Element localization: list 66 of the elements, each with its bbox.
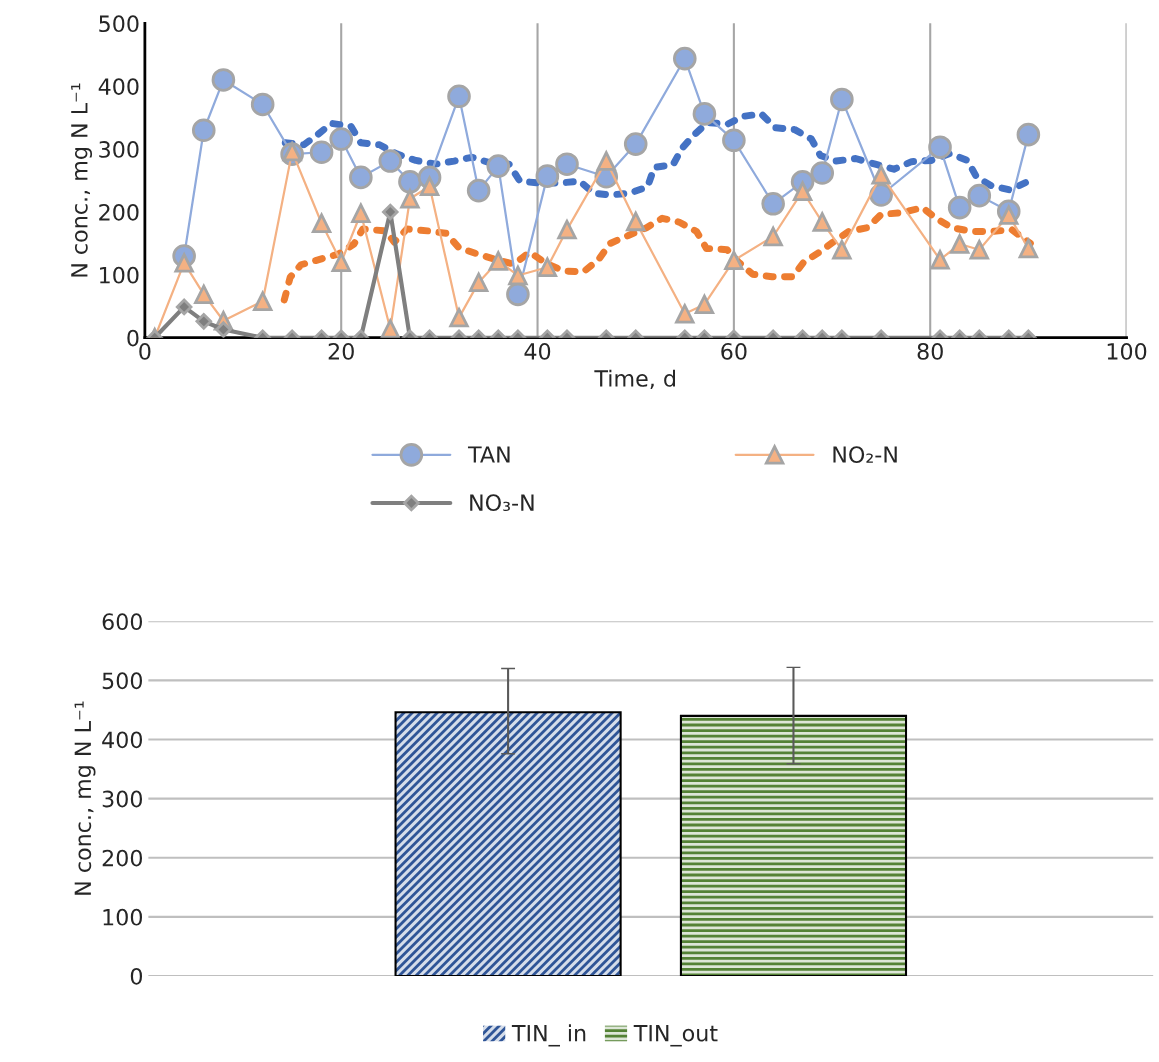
legend-label: TAN [467, 446, 510, 463]
point [999, 205, 1019, 225]
y-tick-label: 500 [102, 672, 143, 690]
point [331, 252, 351, 272]
point [419, 176, 440, 196]
y-tick-label: 0 [127, 329, 139, 347]
x-tick-label: 20 [328, 342, 354, 360]
point [398, 169, 422, 194]
y-tick-label: 300 [102, 790, 143, 808]
point [949, 234, 970, 254]
point [486, 154, 511, 178]
point [763, 226, 783, 247]
y-tick-label: 100 [100, 266, 139, 284]
point [447, 84, 471, 109]
y-tick-label: 400 [102, 731, 143, 749]
point [400, 189, 420, 209]
point [722, 128, 746, 153]
point [692, 102, 717, 126]
point [378, 149, 403, 173]
point [557, 219, 577, 240]
point [761, 191, 785, 216]
y-tick-label: 500 [99, 15, 139, 33]
point [928, 135, 952, 160]
x-tick-label: 40 [524, 342, 551, 360]
point [969, 239, 990, 260]
x-tick-label: 60 [721, 342, 747, 360]
point [812, 212, 832, 232]
x-tick-label: 100 [1107, 342, 1147, 360]
point [466, 178, 491, 203]
point [382, 203, 399, 221]
point [947, 195, 972, 220]
point [309, 140, 334, 165]
x-tick-label: 80 [917, 342, 943, 360]
point [792, 181, 813, 201]
y-tick-label: 600 [102, 613, 143, 631]
x-axis-title: Time, d [594, 369, 675, 390]
legend-label: TIN_ in [511, 1024, 586, 1047]
legend-label: TIN_out [633, 1025, 718, 1047]
point [349, 165, 373, 190]
point [1018, 238, 1039, 259]
legend-label: NO₂-N [833, 446, 897, 463]
point [329, 127, 354, 151]
point [832, 239, 852, 260]
legend-label: NO₃-N [470, 494, 534, 512]
y-tick-label: 200 [102, 849, 143, 867]
point [810, 161, 835, 185]
point [967, 183, 992, 208]
y-tick-label: 100 [103, 908, 143, 926]
point [191, 118, 216, 143]
y-tick-label: 300 [99, 141, 139, 158]
y-tick-label: 0 [130, 967, 143, 985]
y-axis-title: N conc., mg N L⁻¹ [71, 83, 93, 277]
point [555, 152, 579, 176]
point [871, 165, 891, 185]
point [596, 151, 616, 171]
point [535, 164, 560, 188]
point [250, 92, 275, 117]
point [625, 211, 646, 232]
y-tick-label: 400 [98, 78, 139, 95]
point [1016, 122, 1041, 147]
point [311, 213, 332, 234]
y-axis-title: N conc., mg N L⁻¹ [74, 701, 96, 895]
point [351, 203, 371, 223]
point [623, 132, 648, 156]
point [830, 87, 854, 112]
y-tick-label: 200 [99, 203, 139, 221]
